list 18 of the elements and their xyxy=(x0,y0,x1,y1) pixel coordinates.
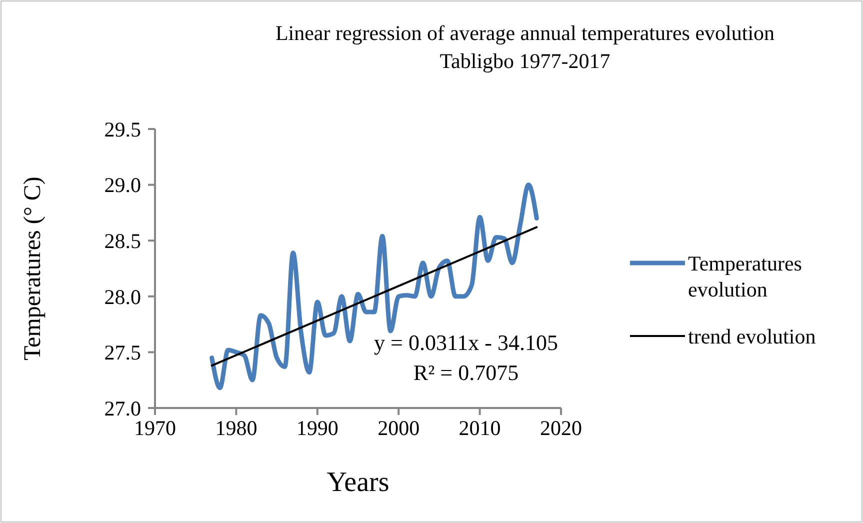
x-tick-label: 1990 xyxy=(296,416,338,440)
x-tick-label: 2010 xyxy=(458,416,501,440)
y-tick-label: 28.5 xyxy=(104,228,141,253)
y-tick-label: 29.5 xyxy=(104,117,141,142)
chart-subtitle: Tabligbo 1977-2017 xyxy=(440,49,610,73)
x-axis-title: Years xyxy=(326,467,390,498)
x-tick-label: 1980 xyxy=(215,416,258,440)
x-tick-label: 2020 xyxy=(540,416,582,440)
y-tick-label: 27.5 xyxy=(104,340,141,365)
annotation: R² = 0.7075 xyxy=(413,360,519,385)
annotation: y = 0.0311x - 34.105 xyxy=(374,330,558,355)
chart-title: Linear regression of average annual temperatures evolution xyxy=(275,21,776,45)
x-tick-label: 2000 xyxy=(378,416,420,440)
y-axis-title: Temperatures (° C) xyxy=(20,176,46,360)
y-tick-label: 28.0 xyxy=(104,284,141,309)
legend-label: Temperatures evolution xyxy=(688,251,802,302)
legend-label: trend evolution xyxy=(688,324,816,348)
y-tick-label: 29.0 xyxy=(104,173,141,198)
